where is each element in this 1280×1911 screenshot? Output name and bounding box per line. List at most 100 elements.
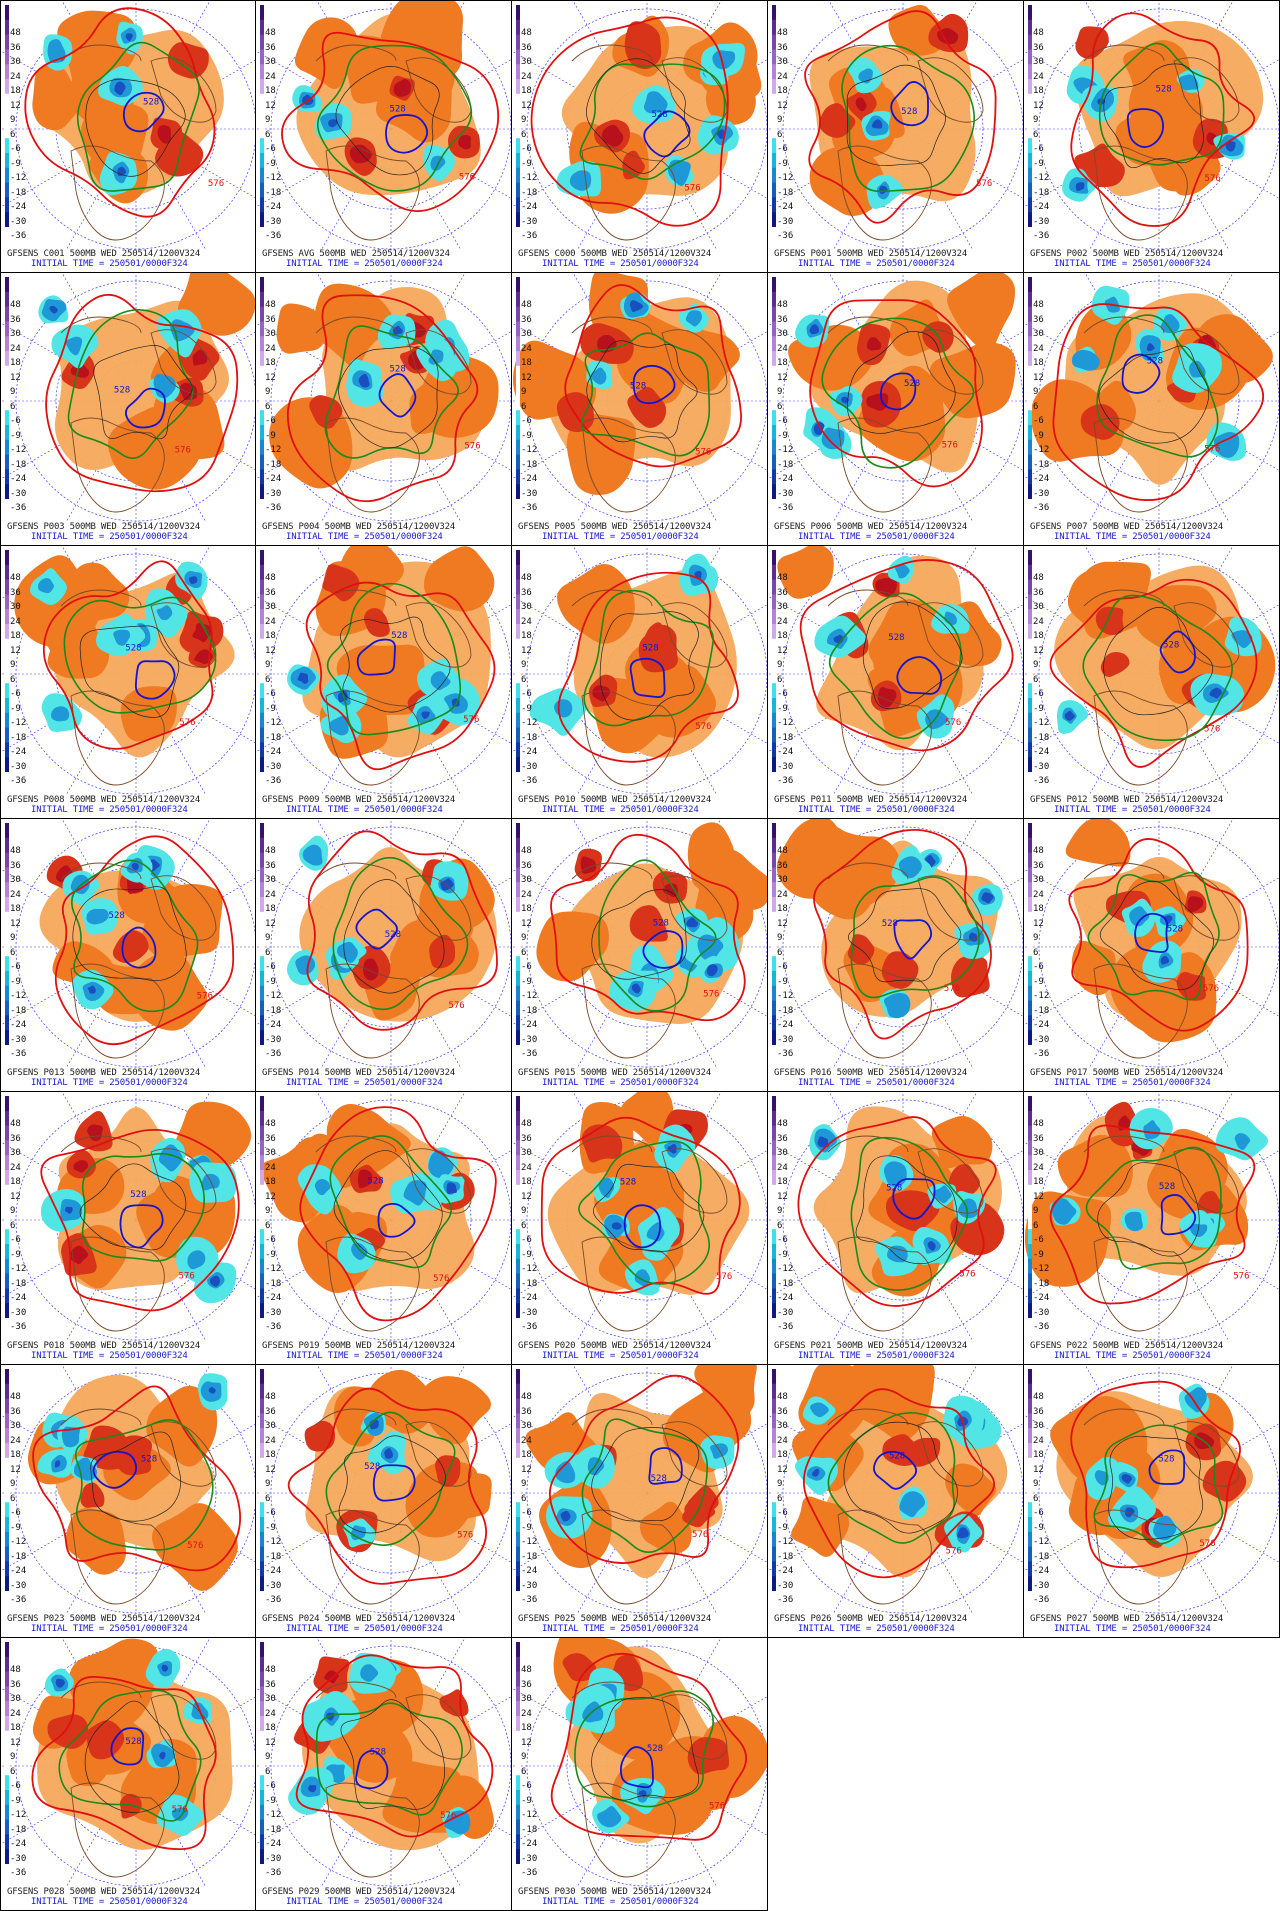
colorbar-label: 9 <box>265 1206 271 1216</box>
colorbar-swatch <box>516 594 520 610</box>
contour-label-528: 528 <box>886 1184 902 1194</box>
contour-label-576: 576 <box>946 1546 962 1556</box>
initial-time-label: INITIAL TIME = 250501/0000F324 <box>286 259 443 269</box>
colorbar-swatch <box>1028 668 1032 684</box>
colorbar-swatch <box>5 182 9 198</box>
colorbar-label: -12 <box>521 173 538 183</box>
colorbar-swatch <box>1028 882 1032 898</box>
colorbar-swatch <box>516 1303 520 1319</box>
colorbar-label: -30 <box>777 488 794 499</box>
colorbar-swatch <box>772 1229 776 1245</box>
colorbar-label: 48 <box>265 846 276 856</box>
colorbar-label: 24 <box>265 71 276 82</box>
contour-label-576: 576 <box>1199 1539 1215 1549</box>
colorbar-label: 24 <box>265 1708 276 1719</box>
colorbar-swatch <box>5 683 9 699</box>
colorbar-swatch <box>260 668 264 684</box>
initial-time-label: INITIAL TIME = 250501/0000F324 <box>31 1624 188 1634</box>
contour-label-528: 528 <box>109 911 125 921</box>
colorbar-swatch <box>5 1834 9 1850</box>
contour-label-576: 576 <box>433 1274 449 1284</box>
colorbar-label: 48 <box>521 1119 532 1129</box>
colorbar-swatch <box>5 1125 9 1141</box>
colorbar <box>772 550 776 773</box>
colorbar-swatch <box>1028 395 1032 411</box>
colorbar-label: -24 <box>10 1293 27 1303</box>
colorbar-label: 24 <box>1033 889 1044 900</box>
negative-anomaly-shading <box>795 314 863 459</box>
contour-label-576: 576 <box>944 984 960 994</box>
height-anomaly-map: 576 528 <box>768 546 1023 795</box>
colorbar-label: 12 <box>265 918 276 929</box>
colorbar-swatch <box>1028 1413 1032 1429</box>
colorbar-label: -24 <box>1033 202 1050 212</box>
colorbar-swatch <box>772 277 776 293</box>
colorbar-swatch <box>5 351 9 367</box>
colorbar-swatch <box>772 321 776 337</box>
height-anomaly-map: 576 528 <box>1 546 255 795</box>
colorbar-swatch <box>772 1576 776 1592</box>
colorbar <box>772 1096 776 1319</box>
colorbar-label: -6 <box>777 416 788 426</box>
negative-anomaly-shading <box>37 1373 228 1484</box>
colorbar-label: 36 <box>777 1133 788 1144</box>
colorbar-label: 12 <box>10 100 21 111</box>
colorbar-swatch <box>772 1398 776 1414</box>
colorbar-swatch <box>772 594 776 610</box>
colorbar-label: -6 <box>265 1235 276 1245</box>
colorbar-label: -30 <box>521 1853 538 1864</box>
colorbar-label: 12 <box>777 100 788 111</box>
colorbar-swatch <box>772 484 776 500</box>
colorbar-swatch <box>260 1671 264 1687</box>
colorbar-swatch <box>260 941 264 957</box>
colorbar-swatch <box>516 1443 520 1459</box>
positive-anomaly-shading <box>14 555 235 758</box>
panel-header: GFSENS P011 500MB WED 250514/1200V324 <box>774 795 968 805</box>
colorbar-swatch <box>1028 1546 1032 1562</box>
colorbar-swatch <box>772 1531 776 1548</box>
colorbar-label: -12 <box>777 991 794 1001</box>
colorbar-label: -30 <box>1033 216 1050 227</box>
colorbar-label: -36 <box>265 1595 282 1605</box>
colorbar-swatch <box>260 1487 264 1503</box>
colorbar-label: -6 <box>521 689 532 699</box>
colorbar-swatch <box>5 882 9 898</box>
colorbar-swatch <box>516 1273 520 1289</box>
colorbar-label: -12 <box>777 445 794 455</box>
colorbar-label: 30 <box>777 57 788 67</box>
colorbar-swatch <box>260 1413 264 1429</box>
contour-label-576: 576 <box>172 1805 188 1815</box>
colorbar-swatch <box>1028 425 1032 441</box>
colorbar-label: 30 <box>265 1148 276 1158</box>
negative-anomaly-shading <box>1071 285 1247 461</box>
colorbar-label: 48 <box>265 573 276 583</box>
colorbar-swatch <box>260 108 264 124</box>
colorbar-label: -30 <box>521 1307 538 1318</box>
colorbar-swatch <box>516 1170 520 1186</box>
positive-anomaly-shading <box>1050 1391 1253 1578</box>
colorbar-swatch <box>5 668 9 684</box>
initial-time-label: INITIAL TIME = 250501/0000F324 <box>542 805 699 815</box>
colorbar-swatch <box>260 182 264 198</box>
panel-header: GFSENS P002 500MB WED 250514/1200V324 <box>1030 249 1224 259</box>
colorbar-labels: 48 36 30 24 18 12 9 6 -6 -9 -12 -18 -24 -30 -36 <box>265 574 285 804</box>
colorbar-swatch <box>516 182 520 198</box>
colorbar-swatch <box>1028 564 1032 581</box>
colorbar-label: 9 <box>1033 1206 1039 1216</box>
colorbar-swatch <box>260 624 264 640</box>
colorbar-swatch <box>516 897 520 913</box>
colorbar-swatch <box>5 439 9 456</box>
colorbar-label: 18 <box>1033 86 1044 96</box>
colorbar-swatch <box>260 1656 264 1673</box>
colorbar-label: -18 <box>777 1551 794 1562</box>
colorbar-label: 36 <box>777 587 788 598</box>
contour-label-576: 576 <box>976 179 992 189</box>
colorbar-label: 48 <box>521 846 532 856</box>
colorbar-labels: 48 36 30 24 18 12 9 6 -6 -9 -12 -18 -24 -30 -36 <box>1033 1120 1053 1350</box>
colorbar-swatch <box>772 439 776 456</box>
colorbar-swatch <box>1028 197 1032 213</box>
colorbar-label: 24 <box>521 1162 532 1173</box>
colorbar-label: -30 <box>10 488 27 499</box>
colorbar-swatch <box>516 852 520 868</box>
colorbar-label: 9 <box>1033 387 1039 397</box>
